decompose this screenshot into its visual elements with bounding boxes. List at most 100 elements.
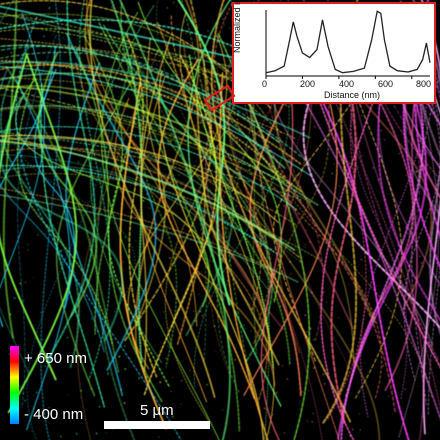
speckle	[88, 264, 90, 266]
speckle	[83, 28, 86, 31]
speckle	[415, 170, 418, 173]
filament	[45, 0, 96, 363]
filament	[402, 58, 440, 126]
speckle	[118, 355, 121, 358]
speckle	[313, 125, 316, 128]
speckle	[397, 244, 399, 247]
speckle	[147, 123, 149, 125]
speckle	[1, 243, 3, 245]
speckle	[62, 37, 65, 39]
speckle	[320, 124, 322, 126]
speckle	[388, 395, 390, 397]
speckle	[387, 193, 389, 195]
speckle	[248, 169, 251, 171]
speckle	[48, 6, 51, 9]
speckle	[205, 282, 208, 284]
speckle	[148, 207, 151, 210]
speckle	[172, 376, 174, 378]
speckle	[211, 85, 213, 88]
speckle	[382, 293, 384, 295]
filament	[0, 141, 301, 259]
speckle	[231, 189, 234, 192]
speckle	[346, 266, 348, 269]
speckle	[134, 59, 137, 62]
speckle	[309, 327, 312, 330]
speckle	[283, 432, 286, 434]
speckle	[158, 436, 160, 438]
speckle	[396, 210, 398, 212]
speckle	[370, 282, 372, 284]
speckle	[129, 132, 131, 134]
speckle	[46, 224, 49, 227]
speckle	[75, 206, 77, 208]
speckle	[13, 297, 16, 299]
speckle	[249, 164, 251, 167]
speckle	[268, 300, 269, 302]
speckle	[122, 261, 124, 263]
speckle	[95, 179, 97, 181]
filament	[9, 80, 136, 313]
speckle	[305, 229, 307, 231]
filament	[0, 84, 302, 193]
speckle	[181, 379, 183, 382]
speckle	[404, 388, 406, 390]
speckle	[202, 247, 205, 250]
speckle	[338, 185, 341, 188]
speckle	[44, 232, 47, 235]
speckle	[57, 178, 59, 180]
speckle	[32, 87, 34, 90]
speckle	[223, 105, 226, 107]
speckle	[361, 115, 363, 117]
speckle	[68, 279, 71, 281]
speckle	[142, 242, 145, 245]
speckle	[178, 174, 180, 176]
filament	[125, 33, 158, 378]
speckle	[223, 24, 225, 26]
speckle	[42, 339, 44, 341]
filament	[0, 66, 311, 176]
speckle	[199, 121, 202, 124]
speckle	[146, 137, 147, 139]
speckle	[276, 280, 278, 282]
filament	[26, 66, 113, 440]
speckle	[77, 100, 79, 102]
speckle	[124, 21, 126, 24]
speckle	[216, 145, 218, 147]
speckle	[293, 310, 295, 312]
speckle	[408, 107, 410, 109]
speckle	[50, 82, 53, 84]
speckle	[360, 258, 363, 261]
y-axis-label: Normalized intensity	[232, 0, 242, 53]
speckle	[34, 228, 36, 230]
speckle	[32, 156, 34, 158]
filament	[340, 55, 424, 440]
speckle	[106, 73, 109, 76]
speckle	[90, 387, 93, 390]
speckle	[354, 137, 356, 139]
speckle	[99, 130, 101, 132]
speckle	[235, 205, 238, 207]
speckle	[236, 118, 239, 121]
speckle	[423, 152, 426, 155]
speckle	[174, 181, 176, 183]
speckle	[63, 183, 66, 186]
filament	[0, 166, 269, 291]
speckle	[12, 0, 15, 2]
filament	[0, 38, 310, 104]
speckle	[93, 51, 96, 53]
speckle	[162, 183, 165, 186]
filament	[181, 0, 253, 393]
speckle	[167, 141, 169, 143]
filament	[98, 22, 241, 432]
speckle	[140, 342, 142, 344]
filament	[287, 0, 440, 411]
speckle	[112, 271, 115, 274]
speckle	[352, 140, 354, 142]
filament	[2, 0, 18, 339]
speckle	[306, 330, 308, 333]
speckle	[299, 260, 302, 263]
speckle	[199, 310, 201, 313]
speckle	[110, 336, 112, 339]
speckle	[25, 70, 27, 73]
speckle	[413, 224, 416, 227]
